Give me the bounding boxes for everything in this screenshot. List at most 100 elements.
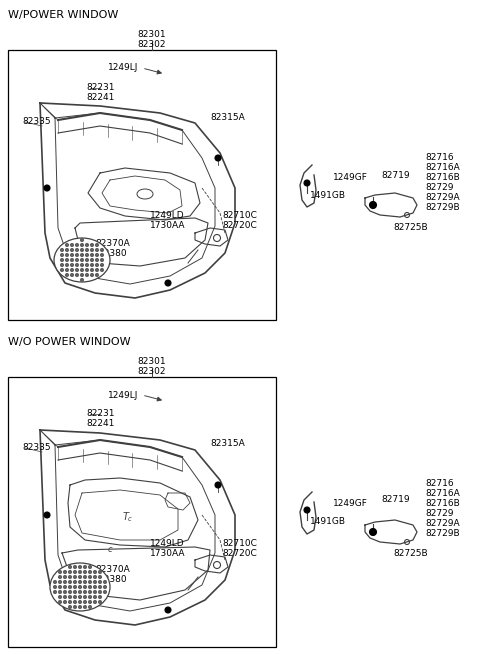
- Text: 82729A: 82729A: [425, 519, 460, 527]
- Circle shape: [94, 576, 96, 578]
- Circle shape: [94, 595, 96, 599]
- Ellipse shape: [54, 238, 110, 282]
- Circle shape: [100, 263, 104, 267]
- Text: $T_c$: $T_c$: [122, 510, 134, 524]
- Circle shape: [98, 601, 101, 603]
- Circle shape: [75, 263, 79, 267]
- Text: 82231: 82231: [86, 83, 115, 92]
- Circle shape: [79, 565, 82, 569]
- Circle shape: [69, 601, 72, 603]
- Circle shape: [100, 269, 104, 272]
- Circle shape: [65, 248, 69, 252]
- Circle shape: [75, 244, 79, 246]
- Circle shape: [88, 586, 92, 588]
- Circle shape: [69, 580, 72, 584]
- Circle shape: [69, 571, 72, 574]
- Circle shape: [60, 248, 63, 252]
- Circle shape: [73, 565, 76, 569]
- Circle shape: [79, 576, 82, 578]
- Circle shape: [91, 274, 94, 276]
- Text: 82729: 82729: [425, 183, 454, 193]
- Ellipse shape: [50, 563, 110, 611]
- Circle shape: [84, 576, 86, 578]
- Circle shape: [79, 595, 82, 599]
- Circle shape: [84, 601, 86, 603]
- Circle shape: [79, 591, 82, 593]
- Circle shape: [81, 263, 84, 267]
- Text: 82241: 82241: [86, 94, 115, 102]
- Circle shape: [84, 565, 86, 569]
- Circle shape: [85, 253, 88, 257]
- Circle shape: [65, 259, 69, 261]
- Bar: [8, 377, 276, 647]
- Circle shape: [84, 571, 86, 574]
- Circle shape: [63, 595, 67, 599]
- Circle shape: [53, 591, 57, 593]
- Circle shape: [75, 248, 79, 252]
- Circle shape: [104, 580, 107, 584]
- Circle shape: [98, 586, 101, 588]
- Text: 82335: 82335: [22, 443, 50, 453]
- Circle shape: [91, 269, 94, 272]
- Circle shape: [96, 274, 98, 276]
- Text: 82719: 82719: [381, 170, 409, 179]
- Text: 1249LD: 1249LD: [150, 538, 185, 548]
- Circle shape: [85, 248, 88, 252]
- Circle shape: [215, 155, 221, 161]
- Circle shape: [304, 507, 310, 513]
- Circle shape: [91, 263, 94, 267]
- Circle shape: [63, 601, 67, 603]
- Circle shape: [60, 263, 63, 267]
- Circle shape: [63, 576, 67, 578]
- Circle shape: [75, 253, 79, 257]
- Circle shape: [59, 586, 61, 588]
- Circle shape: [81, 274, 84, 276]
- Circle shape: [65, 244, 69, 246]
- Circle shape: [96, 259, 98, 261]
- Circle shape: [88, 595, 92, 599]
- Circle shape: [69, 591, 72, 593]
- Circle shape: [59, 601, 61, 603]
- Circle shape: [96, 263, 98, 267]
- Circle shape: [59, 576, 61, 578]
- Text: 1249LJ: 1249LJ: [108, 64, 138, 73]
- Circle shape: [71, 259, 73, 261]
- Circle shape: [96, 253, 98, 257]
- Text: 82716: 82716: [425, 479, 454, 487]
- Circle shape: [71, 269, 73, 272]
- Circle shape: [79, 601, 82, 603]
- Circle shape: [88, 565, 92, 569]
- Circle shape: [81, 253, 84, 257]
- Circle shape: [104, 591, 107, 593]
- Circle shape: [59, 571, 61, 574]
- Circle shape: [98, 591, 101, 593]
- Circle shape: [73, 605, 76, 608]
- Circle shape: [73, 601, 76, 603]
- Circle shape: [69, 605, 72, 608]
- Circle shape: [73, 595, 76, 599]
- Circle shape: [91, 244, 94, 246]
- Circle shape: [75, 259, 79, 261]
- Circle shape: [69, 595, 72, 599]
- Circle shape: [71, 274, 73, 276]
- Text: W/O POWER WINDOW: W/O POWER WINDOW: [8, 337, 131, 347]
- Circle shape: [104, 586, 107, 588]
- Circle shape: [88, 580, 92, 584]
- Circle shape: [60, 253, 63, 257]
- Circle shape: [94, 601, 96, 603]
- Circle shape: [98, 580, 101, 584]
- Circle shape: [79, 580, 82, 584]
- Circle shape: [370, 202, 376, 208]
- Circle shape: [81, 248, 84, 252]
- Circle shape: [73, 586, 76, 588]
- Circle shape: [73, 576, 76, 578]
- Circle shape: [59, 591, 61, 593]
- Circle shape: [63, 591, 67, 593]
- Text: 82725B: 82725B: [393, 223, 428, 233]
- Text: 82716A: 82716A: [425, 489, 460, 498]
- Circle shape: [69, 586, 72, 588]
- Circle shape: [79, 571, 82, 574]
- Circle shape: [88, 605, 92, 608]
- Circle shape: [81, 278, 84, 282]
- Text: 82729B: 82729B: [425, 204, 460, 212]
